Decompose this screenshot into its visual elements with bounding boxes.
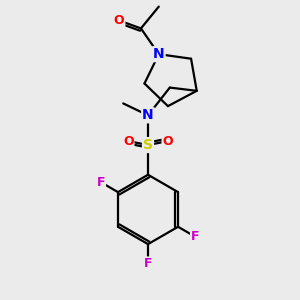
Text: F: F [144, 257, 152, 270]
Text: O: O [123, 135, 134, 148]
Text: S: S [143, 138, 153, 152]
Text: N: N [142, 108, 154, 122]
Text: F: F [191, 230, 200, 243]
Text: O: O [114, 14, 124, 27]
Text: N: N [153, 47, 165, 61]
Text: F: F [97, 176, 105, 189]
Text: O: O [163, 135, 173, 148]
